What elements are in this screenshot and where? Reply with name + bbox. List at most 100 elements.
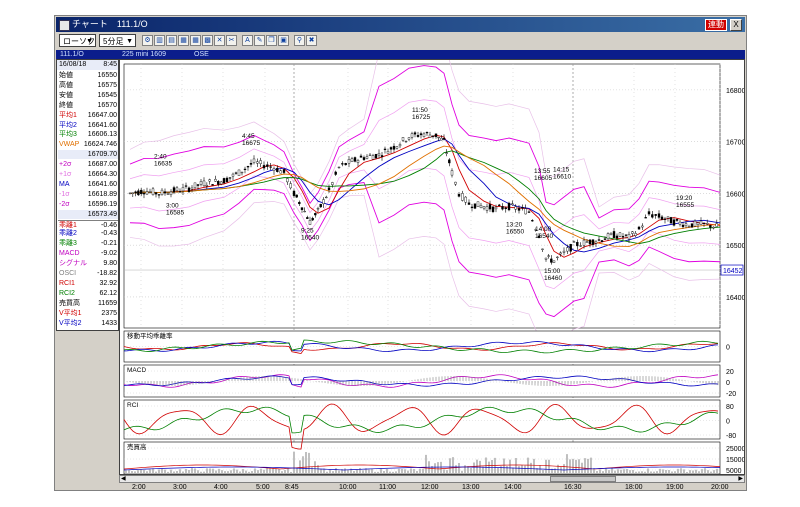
candle-body — [199, 181, 203, 185]
sub-y-tick-label: 0 — [726, 419, 730, 426]
panel-row-label: VWAP — [59, 141, 80, 149]
candle-body — [383, 148, 387, 150]
candle-body — [371, 155, 375, 160]
candle-body — [507, 202, 511, 211]
grid-icon[interactable]: ▦ — [190, 35, 201, 46]
candle-body — [246, 166, 250, 168]
chart-window: チャート 111.1/O 連動 X ローソク ▼ 5分足 ▼ ⚙ ▥ ▤ ▦ ▦ ▩ ✕ ✂ A ✎ ❐… — [54, 15, 747, 491]
candle-body — [687, 226, 691, 228]
candle-body — [205, 184, 209, 187]
x-tick-label: 10:00 — [339, 484, 357, 491]
chart3-icon[interactable]: ▦ — [178, 35, 189, 46]
panel-row-value: 16664.30 — [87, 171, 117, 178]
candle-body — [266, 164, 269, 167]
pencil-icon[interactable]: ✎ — [254, 35, 265, 46]
settings-icon[interactable]: ⚙ — [142, 35, 153, 46]
scroll-right-icon[interactable]: ▶ — [738, 476, 743, 482]
candle-body — [597, 239, 601, 241]
panel-row: RCI1 32.92 — [58, 279, 118, 288]
x-tick-label: 4:00 — [214, 484, 228, 491]
y-tick-label: 16600 — [726, 191, 744, 198]
bollinger-upper-2 — [129, 65, 721, 219]
annotation-price: 16605 — [534, 175, 552, 182]
x-tick-label: 13:00 — [462, 484, 480, 491]
candle-body — [398, 144, 402, 147]
candle-body — [292, 190, 296, 196]
x-tick-label: 18:00 — [625, 484, 643, 491]
delete-icon[interactable]: ✖ — [306, 35, 317, 46]
paste-icon[interactable]: ▣ — [278, 35, 289, 46]
cross-icon[interactable]: ✕ — [214, 35, 225, 46]
candle-body — [634, 233, 637, 236]
sub-chart-title: 移動平均乖離率 — [127, 331, 173, 340]
scissors-icon[interactable]: ✂ — [226, 35, 237, 46]
candle-body — [279, 170, 282, 174]
panel-time: 8:45 — [103, 61, 117, 68]
candle-body — [641, 225, 644, 228]
candle-body — [693, 220, 697, 227]
panel-row-value: 16624.746 — [83, 141, 117, 149]
interval-dropdown[interactable]: 5分足 ▼ — [99, 34, 136, 47]
candle-body — [428, 134, 432, 138]
panel-row-value: -0.21 — [101, 240, 117, 248]
panel-row-value: 16641.60 — [87, 121, 117, 129]
candle-body — [450, 170, 454, 176]
sub-chart-frame — [123, 364, 721, 398]
candle-body — [712, 226, 715, 229]
candle-body — [588, 239, 592, 245]
annotation-price: 16585 — [166, 210, 184, 217]
candle-body — [211, 184, 214, 186]
abc-icon[interactable]: A — [242, 35, 253, 46]
panel-row-label: V平均2 — [59, 319, 82, 327]
chart-icon[interactable]: ▥ — [154, 35, 165, 46]
panel-row-value: -0.46 — [101, 221, 117, 229]
chart-area[interactable]: 16800 16700 16600 16500 16400 16452 2:40 16635 3… — [119, 31, 746, 475]
candle-body — [644, 217, 647, 219]
candle-body — [437, 136, 440, 139]
info-bar: 111.1/O 225 mini 1609 OSE — [56, 50, 745, 59]
annotation-time: 3:00 — [166, 203, 179, 210]
sub-y-tick-label: 0 — [726, 380, 730, 387]
bollinger-lower-2 — [129, 182, 721, 318]
candle-body — [541, 248, 544, 250]
moving-average-3 — [129, 150, 721, 245]
candle-body — [311, 217, 314, 221]
candle-body — [237, 169, 241, 176]
candle-body — [262, 165, 266, 169]
candle-body — [217, 181, 220, 185]
panel-row-value: 62.12 — [99, 289, 117, 297]
search-icon[interactable]: ⚲ — [294, 35, 305, 46]
panel-row-label: -1σ — [59, 190, 70, 198]
title-bar[interactable]: チャート 111.1/O 連動 X — [56, 17, 745, 32]
date-row: 16/08/18 8:45 — [57, 60, 118, 70]
candle-body — [319, 203, 322, 208]
horizontal-scrollbar[interactable]: ◀ ▶ — [119, 475, 745, 483]
bollinger-lower-1 — [129, 167, 721, 290]
panel-row-label: 売買高 — [59, 299, 80, 307]
copy-icon[interactable]: ❐ — [266, 35, 277, 46]
y-tick-label: 16700 — [726, 140, 744, 147]
candle-body — [696, 222, 700, 225]
scroll-left-icon[interactable]: ◀ — [121, 476, 126, 482]
app-icon — [59, 20, 70, 31]
instrument-name: 225 mini 1609 — [122, 51, 166, 58]
sub-y-tick-label: 25000 — [726, 446, 744, 453]
x-tick-label: 20:00 — [711, 484, 729, 491]
chart-type-dropdown[interactable]: ローソク ▼ — [59, 34, 96, 47]
sync-button[interactable]: 連動 — [705, 19, 727, 31]
candle-body — [337, 166, 341, 169]
candle-body — [425, 132, 429, 134]
close-button[interactable]: X — [730, 19, 742, 31]
checker-icon[interactable]: ▩ — [202, 35, 213, 46]
annotation-time: 11:50 — [412, 107, 428, 114]
candle-body — [322, 199, 325, 205]
candle-body — [672, 219, 676, 226]
scroll-thumb[interactable] — [550, 476, 616, 482]
candle-body — [259, 160, 262, 164]
sub-y-tick-label: 80 — [726, 404, 734, 411]
panel-row-value: 16618.89 — [87, 190, 117, 198]
candle-body — [184, 185, 188, 187]
deviation-line-1 — [123, 342, 719, 355]
chart2-icon[interactable]: ▤ — [166, 35, 177, 46]
